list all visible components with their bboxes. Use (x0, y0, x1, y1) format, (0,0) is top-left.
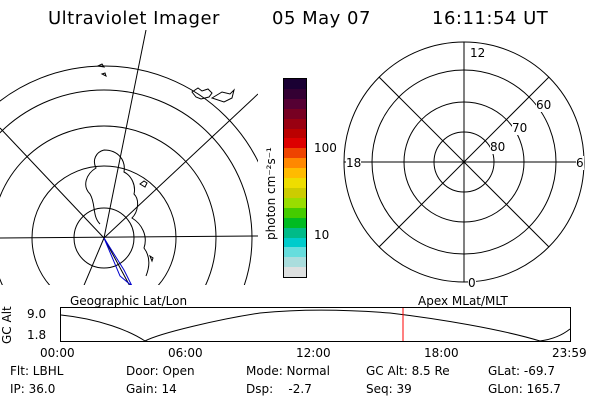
meridian-line (103, 93, 258, 239)
color-scale-swatch (284, 148, 306, 159)
meridian-line (103, 237, 130, 285)
gc-alt-xtick-2359: 23:59 (552, 346, 587, 360)
color-scale-bar (283, 78, 307, 278)
gc-alt-xtick-0000: 00:00 (40, 346, 75, 360)
mlt-label-18: 18 (346, 156, 362, 170)
color-scale-swatch (284, 257, 306, 268)
color-scale-swatch (284, 237, 306, 248)
color-scale-swatch (284, 158, 306, 169)
mlt-meridian (378, 76, 550, 248)
gc-alt-info: GC Alt: 8.5 Re (366, 364, 450, 378)
color-scale-swatch (284, 197, 306, 208)
gc-alt-xtick-1800: 18:00 (424, 346, 459, 360)
color-scale-swatch (284, 108, 306, 119)
latitude-ring (0, 125, 217, 285)
gc-alt-curve (60, 309, 571, 342)
gc-alt-ytick-1-8: 1.8 (27, 328, 47, 342)
colorbar-tick-10: 10 (314, 228, 330, 242)
gc-alt-frame (60, 307, 571, 342)
gc-alt-xtick-0600: 06:00 (168, 346, 203, 360)
magnetic-polar-plot (343, 41, 585, 283)
filter-info: Flt: LBHL (10, 364, 64, 378)
color-scale-swatch (284, 118, 306, 129)
color-scale-swatch (284, 217, 306, 228)
color-scale-swatch (284, 128, 306, 139)
gc-alt-plot (60, 307, 571, 342)
glon-info: GLon: 165.7 (488, 382, 561, 396)
geographic-caption: Geographic Lat/Lon (70, 294, 188, 308)
seq-info: Seq: 39 (366, 382, 412, 396)
latitude-ring (31, 165, 177, 285)
mlt-label-12: 12 (470, 46, 486, 60)
meridian-line (103, 30, 147, 239)
mlat-label-70: 70 (512, 121, 528, 135)
meridian-line (0, 127, 105, 239)
latitude-ring-outer (0, 65, 258, 163)
latitude-ring-inner (73, 207, 135, 269)
dsp-info: Dsp: -2.7 (246, 382, 312, 396)
color-scale-swatch (284, 267, 306, 278)
color-scale-swatch (284, 247, 306, 258)
coastline (96, 63, 235, 103)
coastline (85, 149, 150, 277)
coastline (139, 180, 154, 263)
meridian-line (0, 235, 258, 239)
colorbar-unit-label: photon cm⁻²s⁻¹ (264, 147, 278, 240)
ip-info: IP: 36.0 (10, 382, 56, 396)
geographic-map (0, 30, 258, 285)
color-scale-swatch (284, 187, 306, 198)
gain-info: Gain: 14 (126, 382, 177, 396)
color-scale-swatch (284, 178, 306, 188)
mlat-label-60: 60 (536, 98, 552, 112)
date-label: 05 May 07 (272, 8, 371, 29)
color-scale-swatch (284, 98, 306, 109)
magnetic-caption: Apex MLat/MLT (418, 294, 508, 308)
instrument-title: Ultraviolet Imager (48, 8, 220, 29)
mlat-label-80: 80 (490, 140, 506, 154)
time-label: 16:11:54 UT (432, 8, 549, 29)
color-scale-swatch (284, 227, 306, 238)
color-scale-swatch (284, 138, 306, 149)
door-info: Door: Open (126, 364, 195, 378)
mlt-label-6: 6 (576, 156, 584, 170)
latitude-ring (0, 89, 253, 285)
glat-info: GLat: -69.7 (488, 364, 555, 378)
mode-info: Mode: Normal (246, 364, 330, 378)
color-scale-swatch (284, 79, 306, 89)
color-scale-swatch (284, 168, 306, 179)
color-scale-swatch (284, 207, 306, 218)
mlt-label-0: 0 (468, 276, 476, 290)
gc-alt-ytick-9: 9.0 (27, 307, 47, 321)
gc-alt-ylabel: GC Alt (0, 306, 14, 344)
colorbar-tick-100: 100 (314, 141, 337, 155)
ground-track (103, 237, 133, 285)
meridian-line (83, 237, 105, 285)
gc-alt-xtick-1200: 12:00 (296, 346, 331, 360)
color-scale-swatch (284, 88, 306, 99)
